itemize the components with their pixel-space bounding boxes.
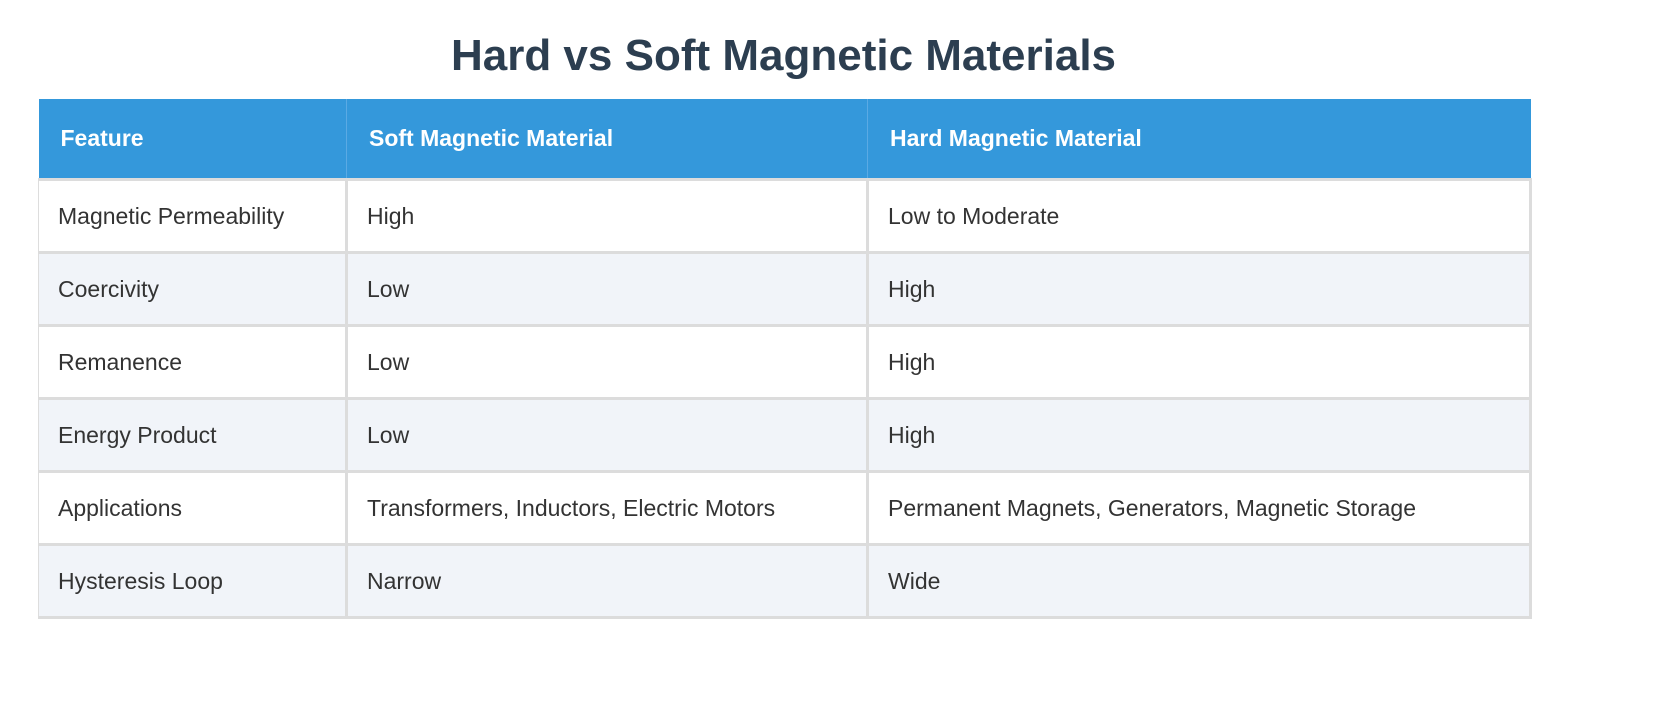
- cell-soft: Narrow: [346, 544, 869, 619]
- cell-soft: High: [346, 179, 869, 254]
- header-feature: Feature: [38, 99, 347, 181]
- cell-hard: Permanent Magnets, Generators, Magnetic …: [867, 471, 1532, 546]
- cell-feature: Applications: [38, 471, 348, 546]
- cell-hard: High: [867, 252, 1532, 327]
- cell-soft: Low: [346, 252, 869, 327]
- table-header-row: Feature Soft Magnetic Material Hard Magn…: [38, 99, 1531, 181]
- table-row: Magnetic Permeability High Low to Modera…: [38, 179, 1532, 254]
- cell-hard: Low to Moderate: [867, 179, 1532, 254]
- table-row: Remanence Low High: [38, 325, 1532, 400]
- table-row: Hysteresis Loop Narrow Wide: [38, 544, 1532, 619]
- table-row: Coercivity Low High: [38, 252, 1532, 327]
- cell-hard: High: [867, 398, 1532, 473]
- cell-feature: Coercivity: [38, 252, 348, 327]
- cell-hard: High: [867, 325, 1532, 400]
- header-hard: Hard Magnetic Material: [867, 99, 1531, 181]
- cell-soft: Low: [346, 325, 869, 400]
- page-title: Hard vs Soft Magnetic Materials: [450, 31, 1117, 80]
- cell-soft: Low: [346, 398, 869, 473]
- comparison-table: Feature Soft Magnetic Material Hard Magn…: [38, 99, 1532, 619]
- table-row: Energy Product Low High: [38, 398, 1532, 473]
- cell-hard: Wide: [867, 544, 1532, 619]
- header-soft: Soft Magnetic Material: [346, 99, 868, 181]
- cell-soft: Transformers, Inductors, Electric Motors: [346, 471, 869, 546]
- table-row: Applications Transformers, Inductors, El…: [38, 471, 1532, 546]
- cell-feature: Energy Product: [38, 398, 348, 473]
- cell-feature: Hysteresis Loop: [38, 544, 348, 619]
- cell-feature: Magnetic Permeability: [38, 179, 348, 254]
- cell-feature: Remanence: [38, 325, 348, 400]
